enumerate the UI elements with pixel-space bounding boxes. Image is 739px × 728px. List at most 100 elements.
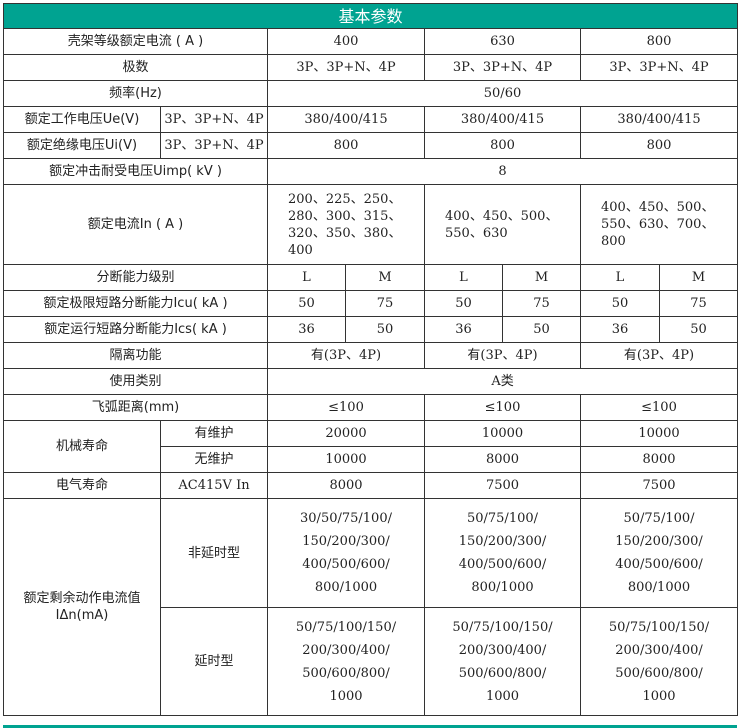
cell: L: [424, 264, 503, 291]
row-uimp: 额定冲击耐受电压Uimp( kV ) 8: [3, 158, 739, 185]
cell: 50/75/100/ 150/200/300/ 400/500/600/ 800…: [579, 498, 739, 608]
cell: 50/75/100/150/ 200/300/400/ 500/600/800/…: [579, 607, 739, 716]
cell: 50: [267, 290, 346, 317]
cell: ≤100: [267, 394, 425, 421]
cell: L: [267, 264, 346, 291]
cell: 3P、3P+N、4P: [267, 54, 425, 81]
row-label: 使用类别: [3, 368, 268, 395]
table-title: 基本参数: [2, 3, 739, 29]
cell: 800: [267, 132, 425, 159]
row-category: 使用类别 A类: [3, 368, 739, 395]
cell: M: [658, 264, 739, 291]
row-residual-delay: 延时型 50/75/100/150/ 200/300/400/ 500/600/…: [4, 607, 739, 716]
cell: M: [345, 264, 425, 291]
row-frame-current: 壳架等级额定电流 ( A ) 400 630 800: [3, 28, 739, 55]
cell: 50: [580, 290, 660, 317]
cell: 7500: [579, 472, 739, 499]
cell: 36: [580, 316, 660, 343]
row-mech-without-maintenance: 无维护 10000 8000 8000: [4, 446, 739, 473]
cell: 800: [424, 132, 581, 159]
cell: 7500: [424, 472, 581, 499]
parameter-table: 基本参数 壳架等级额定电流 ( A ) 400 630 800 极数 3P、3P…: [2, 3, 739, 716]
cell: 8000: [424, 446, 581, 473]
cell: 380/400/415: [267, 106, 425, 133]
cell: 8000: [579, 446, 739, 473]
cell: L: [580, 264, 660, 291]
cell: 50/75/100/150/ 200/300/400/ 500/600/800/…: [267, 607, 425, 716]
cell: 50/60: [266, 80, 739, 107]
row-rated-current: 额定电流In ( A ) 200、225、250、 280、300、315、 3…: [3, 184, 739, 265]
row-ue: 额定工作电压Ue(V) 3P、3P+N、4P 380/400/415 380/4…: [3, 106, 739, 133]
cell: 380/400/415: [424, 106, 581, 133]
row-label: 机械寿命: [3, 420, 161, 473]
row-label: 额定绝缘电压Ui(V): [3, 132, 161, 159]
row-mech-with-maintenance: 机械寿命 有维护 20000 10000 10000: [3, 420, 739, 473]
row-label: 额定冲击耐受电压Uimp( kV ): [3, 158, 268, 185]
cell: 有(3P、4P): [424, 342, 581, 369]
row-icu: 额定极限短路分断能力Icu( kA ) 50 75 50 75 50 75: [3, 290, 739, 317]
cell: 75: [345, 290, 425, 317]
row-ui: 额定绝缘电压Ui(V) 3P、3P+N、4P 800 800 800: [3, 132, 739, 159]
row-poles: 极数 3P、3P+N、4P 3P、3P+N、4P 3P、3P+N、4P: [3, 54, 739, 81]
row-isolation: 隔离功能 有(3P、4P) 有(3P、4P) 有(3P、4P): [3, 342, 739, 369]
cell: 36: [267, 316, 346, 343]
cell: M: [502, 264, 581, 291]
cell: 36: [424, 316, 503, 343]
cell: 10000: [579, 420, 739, 447]
cell: 50/75/100/ 150/200/300/ 400/500/600/ 800…: [424, 498, 581, 608]
cell: 10000: [424, 420, 581, 447]
cell: 50/75/100/150/ 200/300/400/ 500/600/800/…: [424, 607, 581, 716]
cell: 400、450、500、 550、630: [424, 184, 581, 265]
row-label: 额定工作电压Ue(V): [3, 106, 161, 133]
cell: 75: [502, 290, 581, 317]
cell: 50: [424, 290, 503, 317]
cell: 800: [579, 132, 739, 159]
row-label: 隔离功能: [3, 342, 268, 369]
row-residual-non-delay: 额定剩余动作电流值 IΔn(mA) 非延时型 30/50/75/100/ 150…: [3, 498, 739, 716]
sub-label: 有维护: [160, 420, 268, 447]
cell: 50: [658, 316, 739, 343]
sub-label: 无维护: [160, 446, 268, 473]
cell: 50: [345, 316, 425, 343]
row-label: 飞弧距离(mm): [3, 394, 268, 421]
cell: ≤100: [424, 394, 581, 421]
bottom-bar: [3, 725, 737, 728]
row-label: 额定运行短路分断能力Ics( kA ): [3, 316, 268, 343]
cell: ≤100: [579, 394, 739, 421]
row-label: 分断能力级别: [3, 264, 268, 291]
sub-label: AC415V In: [160, 472, 268, 499]
cell: A类: [266, 368, 739, 395]
cell: 有(3P、4P): [579, 342, 739, 369]
sub-label: 3P、3P+N、4P: [160, 132, 268, 159]
cell: 75: [658, 290, 739, 317]
cell: 400、450、500、 550、630、700、 800: [579, 184, 739, 265]
row-label: 频率(Hz): [3, 80, 268, 107]
cell: 3P、3P+N、4P: [579, 54, 739, 81]
cell: 8000: [267, 472, 425, 499]
sub-label: 非延时型: [160, 498, 268, 608]
row-frequency: 频率(Hz) 50/60: [3, 80, 739, 107]
cell: 200、225、250、 280、300、315、 320、350、380、 4…: [267, 184, 425, 265]
row-breaking-level: 分断能力级别 L M L M L M: [3, 264, 739, 291]
cell: 有(3P、4P): [267, 342, 425, 369]
cell: 3P、3P+N、4P: [424, 54, 581, 81]
cell: 380/400/415: [579, 106, 739, 133]
row-label: 电气寿命: [3, 472, 161, 499]
row-label: 壳架等级额定电流 ( A ): [3, 28, 268, 55]
row-electrical-life: 电气寿命 AC415V In 8000 7500 7500: [3, 472, 739, 499]
row-label: 极数: [3, 54, 268, 81]
cell: 800: [579, 28, 739, 55]
cell: 30/50/75/100/ 150/200/300/ 400/500/600/ …: [267, 498, 425, 608]
row-label: 额定电流In ( A ): [3, 184, 268, 265]
row-ics: 额定运行短路分断能力Ics( kA ) 36 50 36 50 36 50: [3, 316, 739, 343]
row-arc-distance: 飞弧距离(mm) ≤100 ≤100 ≤100: [3, 394, 739, 421]
cell: 630: [424, 28, 581, 55]
cell: 400: [267, 28, 425, 55]
sub-label: 3P、3P+N、4P: [160, 106, 268, 133]
sub-label: 延时型: [160, 607, 268, 716]
cell: 8: [266, 158, 739, 185]
row-label: 额定剩余动作电流值 IΔn(mA): [3, 498, 161, 716]
cell: 10000: [267, 446, 425, 473]
row-label: 额定极限短路分断能力Icu( kA ): [3, 290, 268, 317]
cell: 20000: [267, 420, 425, 447]
